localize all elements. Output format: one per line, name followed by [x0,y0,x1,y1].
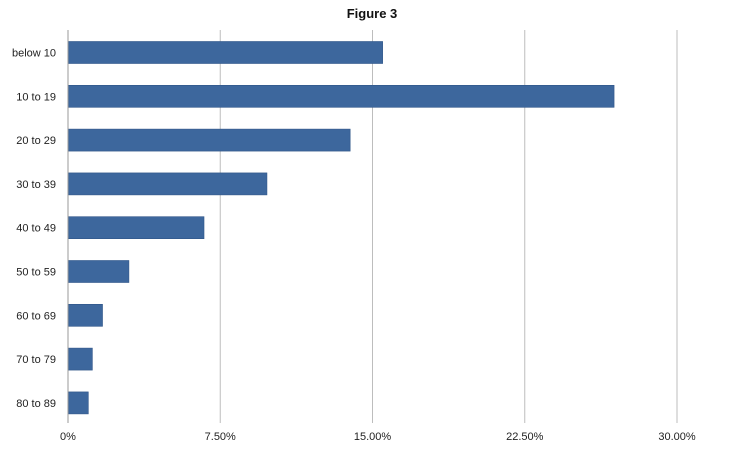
category-label: below 10 [12,48,56,60]
category-label: 50 to 59 [16,267,56,279]
category-label: 20 to 29 [16,135,56,147]
category-label: 70 to 79 [16,354,56,366]
x-tick-labels: 0% 7.50% 15.00% 22.50% 30.00% [60,431,696,443]
category-label: 80 to 89 [16,398,56,410]
bar [67,128,351,152]
bar [67,303,103,327]
category-label: 10 to 19 [16,91,56,103]
bar [67,347,93,371]
category-label: 60 to 69 [16,310,56,322]
x-tick-label: 22.50% [506,431,544,443]
x-tick-label: 7.50% [205,431,236,443]
x-tick-label: 15.00% [354,431,392,443]
bar [67,172,268,196]
x-tick-label: 30.00% [658,431,696,443]
x-tick-label: 0% [60,431,76,443]
category-label: 40 to 49 [16,223,56,235]
bar [67,85,615,108]
chart-title: Figure 3 [347,6,398,21]
bar [67,260,130,283]
bars [67,41,615,415]
bar [67,41,383,64]
category-label: 30 to 39 [16,179,56,191]
bar [67,391,89,415]
category-labels: below 10 10 to 19 20 to 29 30 to 39 40 to 49… [12,48,56,410]
bar [67,216,205,239]
